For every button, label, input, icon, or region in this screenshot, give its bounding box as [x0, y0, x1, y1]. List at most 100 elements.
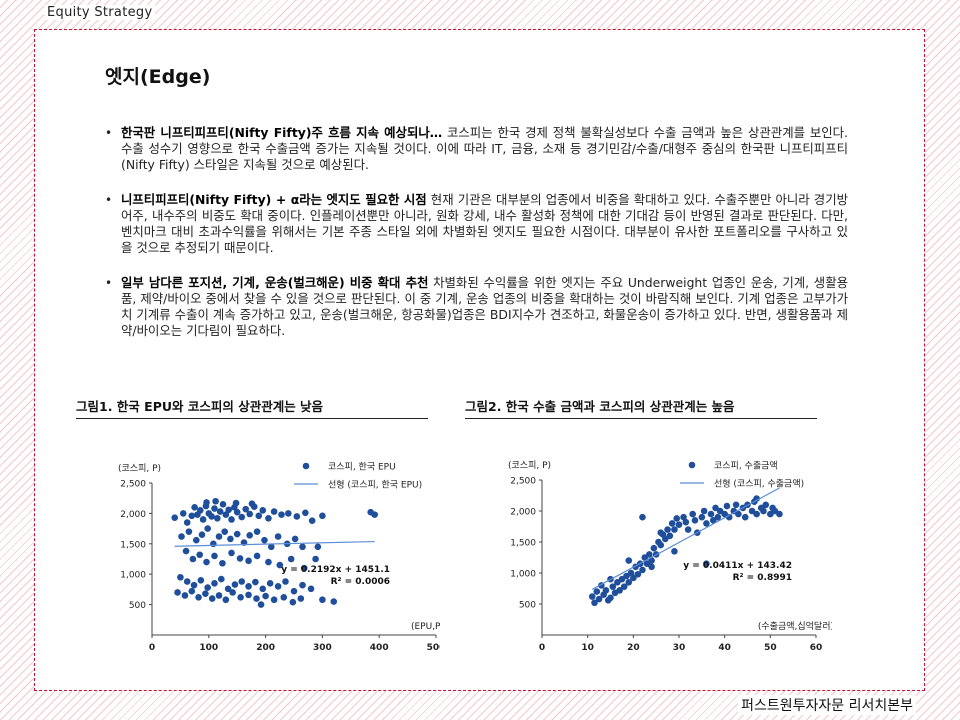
x-tick-label: 200: [256, 643, 275, 653]
scatter-point: [259, 585, 267, 593]
y-tick-label: 1,000: [510, 570, 536, 580]
scatter-point: [232, 499, 240, 507]
r-squared-label: R² = 0.0006: [331, 577, 390, 587]
scatter-point: [248, 500, 256, 507]
scatter-point: [714, 513, 722, 521]
x-tick-label: 60: [810, 643, 823, 653]
scatter-point: [671, 526, 678, 533]
scatter-point: [216, 508, 224, 515]
scatter-point: [237, 594, 244, 601]
y-tick-label: 2,000: [120, 510, 146, 520]
scatter-point: [297, 595, 305, 602]
scatter-point: [639, 513, 646, 521]
scatter-point: [197, 576, 205, 584]
y-axis-label: (코스피, P): [508, 460, 551, 471]
scatter-point: [609, 583, 617, 590]
scatter-point: [308, 517, 316, 524]
scatter-point: [208, 595, 216, 602]
scatter-point: [302, 509, 309, 517]
figure-2-title: 그림2. 한국 수출 금액과 코스피의 상관관계는 높음: [465, 396, 817, 419]
scatter-point: [177, 573, 184, 581]
scatter-point: [289, 598, 297, 606]
scatter-point: [178, 533, 185, 540]
scatter-point: [666, 532, 674, 540]
scatter-point: [219, 500, 227, 508]
scatter-point: [760, 507, 767, 515]
scatter-point: [274, 583, 282, 590]
scatter-point: [179, 510, 187, 517]
y-tick-label: 1,500: [510, 539, 536, 549]
legend-label-points: 코스피, 한국 EPU: [328, 462, 396, 473]
chart-1-svg: 500 1,000 1,500 2,000 2,500 0 100 200 300 400 500 (…: [118, 462, 440, 654]
scatter-point: [266, 580, 274, 587]
scatter-point: [703, 560, 710, 567]
scatter-point: [607, 594, 614, 602]
scatter-point: [319, 512, 326, 520]
scatter-point: [265, 558, 272, 566]
bullet-item: 한국판 니프티피프티(Nifty Fifty)주 흐름 지속 예상되나… 코스피…: [103, 125, 848, 173]
scatter-point: [312, 555, 319, 563]
content-panel: 엣지(Edge) 한국판 니프티피프티(Nifty Fifty)주 흐름 지속 …: [34, 29, 925, 691]
y-tick-label: 500: [129, 601, 146, 611]
scatter-point: [252, 578, 259, 586]
x-tick-label: 0: [539, 643, 545, 653]
x-axis-label: (EPU,P): [411, 622, 440, 632]
bullet-list: 한국판 니프티피프티(Nifty Fifty)주 흐름 지속 예상되나… 코스피…: [103, 125, 848, 358]
scatter-point: [625, 557, 633, 564]
scatter-point: [183, 519, 191, 526]
section-label: Equity Strategy: [44, 5, 156, 20]
legend-marker-points: [302, 462, 310, 470]
scatter-point: [183, 578, 191, 585]
scatter-point: [267, 543, 275, 551]
scatter-point: [253, 552, 261, 560]
scatter-point: [224, 585, 232, 593]
scatter-point: [227, 535, 234, 543]
scatter-point: [246, 531, 253, 539]
scatter-point: [657, 541, 665, 549]
scatter-point: [588, 593, 596, 600]
x-tick-label: 0: [149, 643, 155, 653]
scatter-point: [222, 511, 230, 518]
scatter-point: [290, 587, 298, 595]
scatter-point: [208, 513, 215, 520]
legend-label-trendline: 선형 (코스피, 한국 EPU): [328, 480, 422, 491]
scatter-point: [634, 570, 642, 578]
scatter-point: [196, 551, 204, 559]
scatter-point: [620, 583, 628, 590]
epu-kospi-scatter-chart: 500 1,000 1,500 2,000 2,500 0 100 200 300 400 500 (…: [70, 420, 440, 655]
trendline: [174, 540, 375, 547]
scatter-point: [242, 505, 250, 513]
scatter-point: [668, 520, 676, 527]
scatter-point: [285, 510, 292, 517]
scatter-point: [280, 594, 288, 601]
scatter-point: [233, 530, 241, 538]
scatter-point: [753, 510, 760, 518]
scatter-point: [689, 510, 696, 518]
scatter-point: [691, 517, 699, 524]
scatter-point: [214, 514, 221, 522]
scatter-point: [671, 548, 678, 555]
scatter-point: [330, 598, 338, 605]
scatter-point: [698, 513, 706, 521]
legend-label-points: 코스피, 수출금액: [714, 460, 778, 472]
scatter-point: [291, 535, 299, 543]
scatter-point: [287, 555, 295, 563]
y-tick-label: 2,500: [510, 477, 536, 487]
scatter-point: [648, 563, 655, 571]
scatter-point: [753, 495, 760, 502]
scatter-point: [591, 599, 598, 607]
x-tick-label: 500: [427, 643, 440, 653]
scatter-point: [246, 510, 253, 518]
scatter-point: [203, 558, 210, 566]
bullet-heading: 일부 남다른 포지션, 기계, 운송(벌크해운) 비중 확대 추천: [121, 275, 429, 290]
scatter-point: [188, 512, 196, 520]
y-axis-label: (코스피, P): [118, 463, 161, 474]
scatter-point: [648, 557, 655, 564]
scatter-point: [625, 579, 633, 586]
scatter-point: [181, 592, 189, 599]
scatter-point: [204, 584, 211, 591]
bullet-heading: 니프티피프티(Nifty Fifty) + α라는 엣지도 필요한 시점: [121, 192, 427, 207]
scatter-point: [253, 528, 261, 535]
scatter-point: [203, 499, 210, 506]
scatter-point: [700, 507, 708, 515]
